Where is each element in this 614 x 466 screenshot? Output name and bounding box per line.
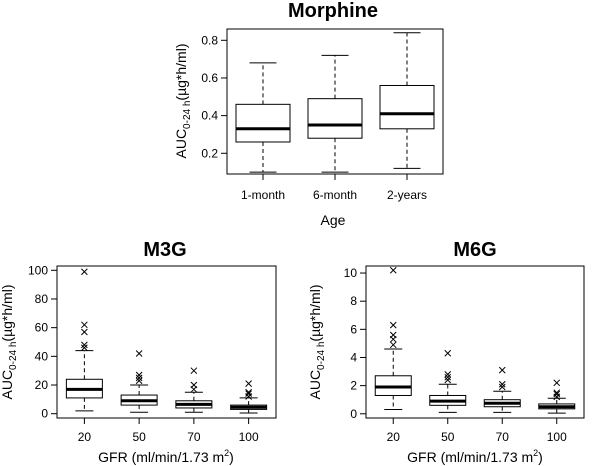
x-axis-label: GFR (ml/min/1.73 m2) — [407, 448, 543, 465]
y-axis-label: AUC0-24 h(µg*h/ml) — [0, 285, 19, 400]
x-tick-label: 70 — [187, 430, 201, 444]
outlier-marker — [444, 371, 452, 378]
outlier-marker — [81, 328, 88, 336]
iqr-box — [379, 84, 435, 130]
outlier-marker — [81, 341, 88, 349]
x-tick-label: 20 — [78, 430, 92, 444]
y-tick-label: 10 — [344, 266, 358, 280]
outlier-marker — [553, 379, 561, 387]
outlier-marker — [498, 366, 506, 374]
outlier-marker — [135, 374, 143, 382]
outlier-marker — [498, 383, 506, 391]
y-tick-label: 40 — [35, 349, 49, 363]
outlier-marker — [389, 266, 397, 274]
y-tick-label: 60 — [35, 321, 49, 335]
outlier-marker — [245, 390, 252, 397]
m3g-panel: M3G GFR (ml/min/1.73 m2) AUC0-24 h(µg*h/… — [0, 239, 277, 465]
y-tick-label: 0.2 — [201, 146, 218, 160]
plot-frame — [56, 265, 277, 419]
outlier-marker — [498, 380, 506, 388]
x-axis-label: GFR (ml/min/1.73 m2) — [98, 448, 234, 465]
outlier-marker — [81, 344, 88, 352]
y-tick-label: 20 — [35, 378, 49, 392]
box-plot-100 — [538, 379, 576, 414]
x-tick-label: 50 — [441, 430, 455, 444]
y-tick-label: 6 — [350, 322, 357, 336]
plot-frame — [365, 265, 585, 419]
outlier-marker — [81, 268, 88, 276]
outlier-marker — [553, 389, 561, 397]
outlier-marker — [135, 350, 143, 357]
outlier-marker — [190, 367, 198, 375]
morphine-panel: Morphine Age AUC0-24 h(µg*h/ml) 0.2 0.4 0.… — [173, 0, 444, 228]
y-axis-label: AUC0-24 h(µg*h/ml) — [307, 285, 327, 400]
x-tick-label: 70 — [496, 430, 510, 444]
y-tick-label: 2 — [350, 379, 357, 393]
outlier-marker — [245, 380, 252, 387]
iqr-box — [307, 98, 363, 139]
chart-title: M6G — [453, 239, 496, 261]
box-plot-70 — [483, 366, 521, 413]
x-tick-label: 2-years — [387, 188, 427, 202]
y-tick-label: 0 — [41, 407, 48, 421]
y-tick-label: 0 — [350, 407, 357, 421]
outlier-marker — [444, 373, 452, 381]
chart-title: Morphine — [288, 0, 378, 22]
box-plot-70 — [175, 367, 213, 413]
outlier-marker — [135, 377, 143, 385]
x-axis-label: Age — [321, 212, 346, 228]
outlier-marker — [81, 321, 88, 329]
x-tick-label: 50 — [132, 430, 146, 444]
x-tick-label: 100 — [547, 430, 567, 444]
chart-title: M3G — [143, 239, 186, 261]
box-plot-20 — [65, 268, 103, 412]
outlier-marker — [444, 376, 452, 384]
box-plot-50 — [429, 349, 467, 413]
outlier-marker — [135, 371, 143, 379]
outlier-marker — [444, 349, 452, 357]
box-plot-50 — [120, 350, 158, 413]
outlier-marker — [389, 321, 397, 329]
outlier-marker — [190, 381, 198, 389]
outlier-marker — [553, 390, 561, 398]
x-tick-label: 20 — [387, 430, 401, 444]
y-tick-label: 0.4 — [201, 109, 218, 123]
y-tick-label: 8 — [350, 294, 357, 308]
outlier-marker — [389, 331, 397, 339]
y-axis-label: AUC0-24 h(µg*h/ml) — [173, 44, 193, 159]
box-plot-20 — [374, 266, 412, 411]
y-tick-label: 80 — [35, 292, 49, 306]
box-plot-1-month — [235, 62, 291, 173]
outlier-marker — [389, 341, 397, 349]
x-tick-label: 100 — [239, 430, 259, 444]
iqr-box — [235, 103, 291, 143]
x-tick-label: 1-month — [241, 188, 285, 202]
y-tick-label: 0.6 — [201, 71, 218, 85]
box-plot-6-month — [307, 54, 363, 173]
box-plot-100 — [230, 380, 268, 414]
x-tick-label: 6-month — [313, 188, 357, 202]
y-tick-label: 0.8 — [201, 33, 218, 47]
outlier-marker — [245, 388, 252, 396]
y-tick-label: 100 — [28, 263, 48, 277]
y-tick-label: 4 — [350, 350, 357, 364]
box-plot-2-years — [379, 32, 435, 169]
m6g-panel: M6G GFR (ml/min/1.73 m2) AUC0-24 h(µg*h/… — [307, 239, 585, 465]
